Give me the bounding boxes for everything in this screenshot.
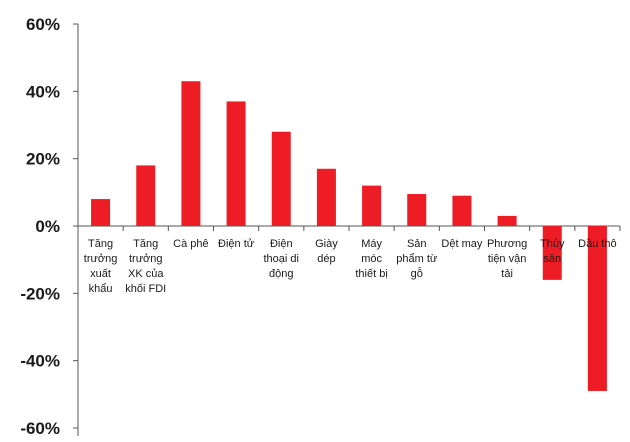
y-tick-label: 0%: [35, 217, 60, 236]
bar: [271, 131, 291, 226]
y-tick-label: 40%: [26, 82, 60, 101]
bar: [407, 194, 427, 226]
x-category-label: Thủy sản: [540, 238, 565, 265]
bar: [316, 168, 336, 226]
bar: [497, 215, 517, 226]
y-axis: 60% 40% 20% 0% -20% -40% -60%: [20, 15, 621, 438]
bar: [362, 185, 382, 226]
x-category-label: Dầu thô: [578, 238, 617, 250]
x-category-label: Sản phẩm từ gỗ: [396, 238, 438, 280]
bar: [226, 101, 246, 226]
bar: [91, 199, 111, 226]
x-category-label: Điện tử: [218, 238, 255, 250]
bar: [181, 81, 201, 226]
bars: [91, 81, 607, 391]
x-category-label: Tăng trưởng xuất khẩu: [84, 238, 118, 295]
bar: [452, 195, 472, 226]
y-tick-label: -20%: [20, 284, 60, 303]
y-tick-label: 60%: [26, 15, 60, 34]
bar: [587, 226, 607, 391]
bar: [542, 226, 562, 280]
x-category-label: Cà phê: [173, 238, 208, 250]
y-tick-label: -60%: [20, 419, 60, 438]
y-tick-label: -40%: [20, 352, 60, 371]
y-tick-label: 20%: [26, 150, 60, 169]
x-category-label: Phương tiện vận tải: [487, 238, 527, 280]
x-category-label: Máy móc thiết bị: [355, 238, 387, 280]
bar: [136, 165, 156, 226]
x-category-label: Tăng trưởng XK của khối FDI: [125, 238, 166, 295]
x-category-label: Điện thoại di động: [264, 238, 299, 280]
x-category-label: Dệt may: [441, 238, 482, 250]
x-category-label: Giày dép: [315, 238, 338, 265]
